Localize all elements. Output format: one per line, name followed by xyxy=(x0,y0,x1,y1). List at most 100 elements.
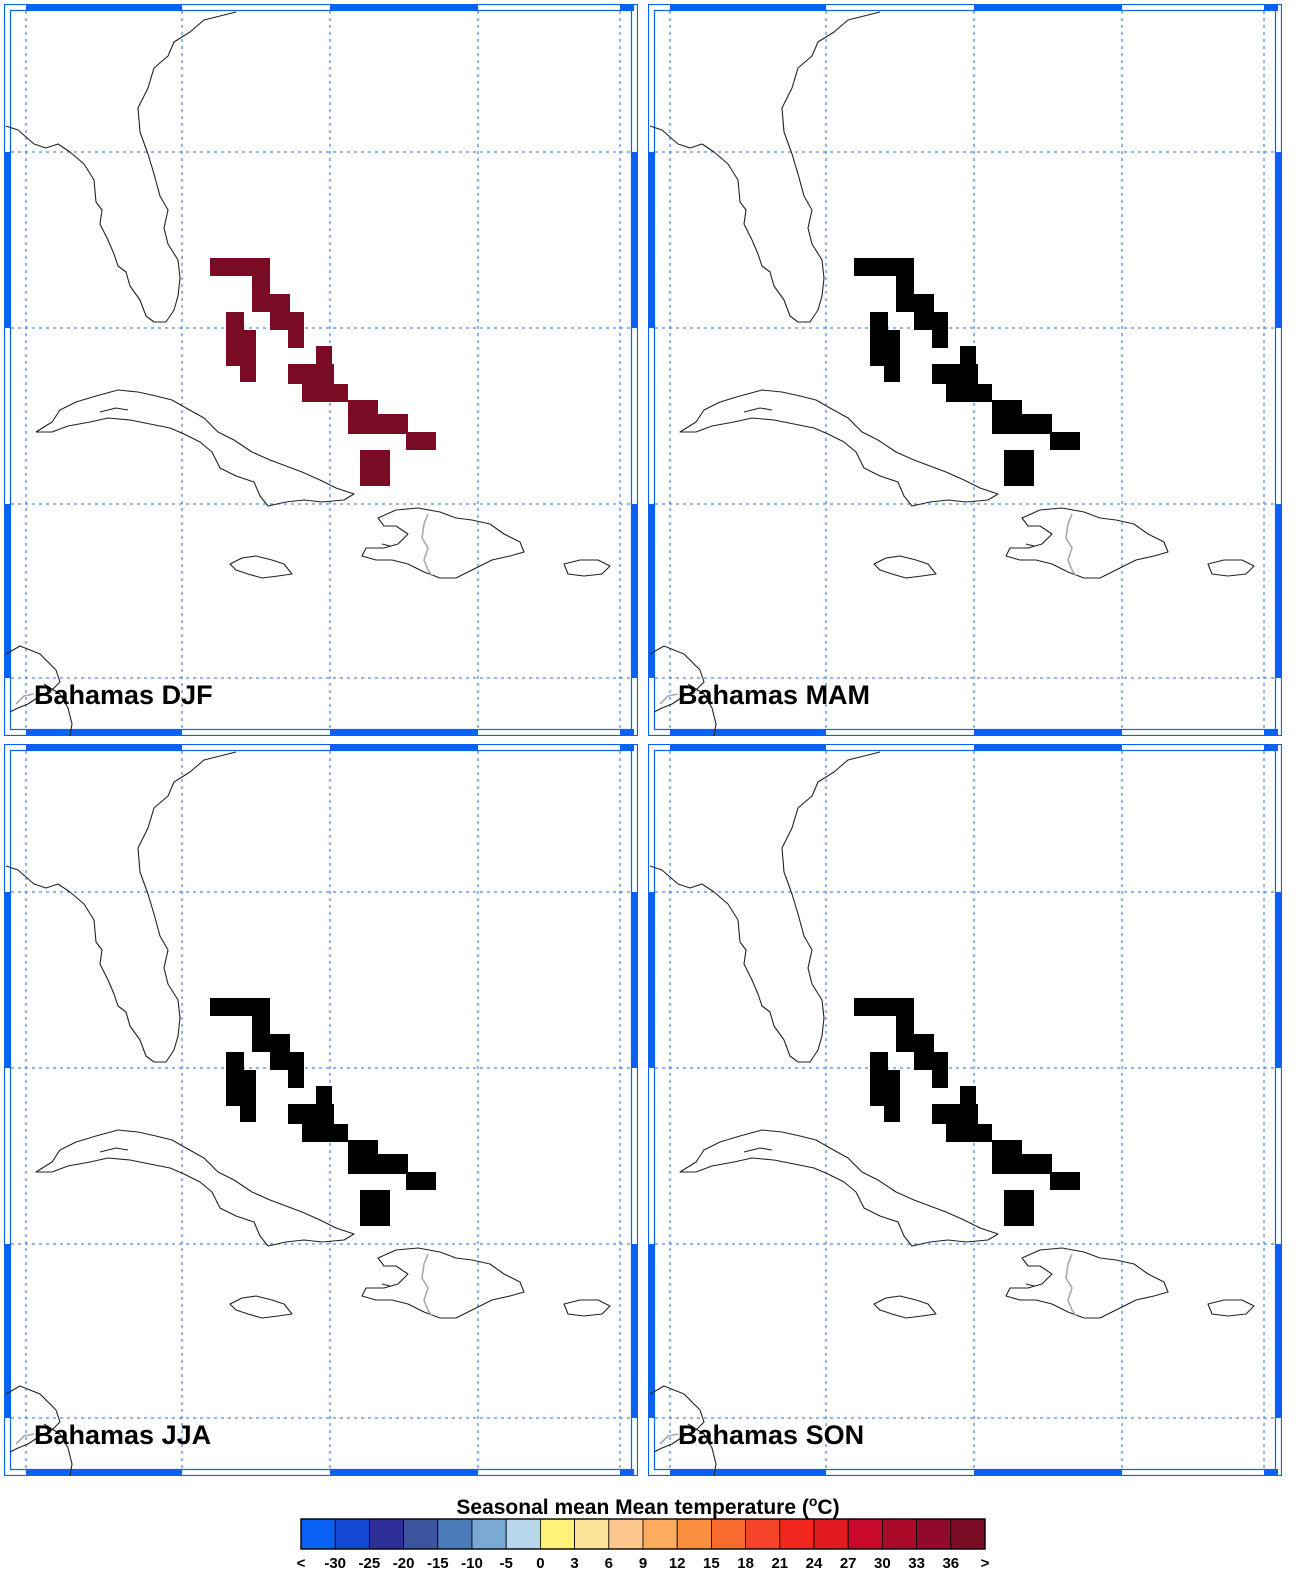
grid-cell xyxy=(226,1052,244,1106)
grid-cell xyxy=(946,384,992,402)
colorbar-swatch xyxy=(334,1518,370,1550)
colorbar-swatch xyxy=(505,1518,541,1550)
grid-cell xyxy=(252,1016,270,1052)
colorbar-swatch xyxy=(608,1518,644,1550)
grid-cell xyxy=(1020,414,1052,434)
graticule xyxy=(11,11,631,729)
colorbar-tick-label: 33 xyxy=(908,1555,925,1572)
colorbar-tick-label: -10 xyxy=(461,1555,483,1572)
grid-cell xyxy=(376,1154,408,1174)
panel-title: Bahamas JJA xyxy=(34,1420,211,1450)
panel-title: Bahamas DJF xyxy=(34,680,213,710)
colorbar-tick-label: < xyxy=(297,1555,306,1572)
graticule xyxy=(11,751,631,1469)
colorbar-tick-label: 24 xyxy=(806,1555,823,1572)
colorbar-swatch xyxy=(437,1518,473,1550)
coastlines xyxy=(649,751,1255,1476)
colorbar-tick-label: 12 xyxy=(669,1555,686,1572)
grid-cell xyxy=(348,400,378,434)
grid-cell xyxy=(252,276,270,312)
grid-cell xyxy=(946,1124,992,1142)
colorbar-swatch xyxy=(676,1518,712,1550)
colorbar-swatch xyxy=(916,1518,952,1550)
grid-cell xyxy=(1004,1190,1034,1226)
grid-cell xyxy=(348,1140,378,1174)
panel-title: Bahamas SON xyxy=(678,1420,864,1450)
coastlines xyxy=(5,751,611,1476)
grid-cell xyxy=(406,1172,436,1190)
grid-cell xyxy=(316,1086,332,1124)
grid-cell xyxy=(316,346,332,384)
grid-cell xyxy=(932,1052,948,1088)
colorbar-tick-label: 21 xyxy=(771,1555,788,1572)
grid-cell xyxy=(210,258,270,276)
grid-cell xyxy=(1004,450,1034,486)
grid-cell xyxy=(992,1140,1022,1174)
panel-title: Bahamas MAM xyxy=(678,680,870,710)
colorbar-swatch xyxy=(369,1518,405,1550)
grid-cell xyxy=(992,400,1022,434)
grid-cell xyxy=(914,1034,934,1070)
grid-cell xyxy=(360,450,390,486)
grid-cell xyxy=(1050,1172,1080,1190)
bahamas-cells xyxy=(210,258,436,486)
colorbar-tick-label: > xyxy=(981,1555,990,1572)
colorbar-swatch xyxy=(471,1518,507,1550)
colorbar-swatch xyxy=(882,1518,918,1550)
colorbar-swatch xyxy=(813,1518,849,1550)
grid-cell xyxy=(360,1190,390,1226)
grid-cell xyxy=(302,1124,348,1142)
colorbar-tick-label: 36 xyxy=(942,1555,959,1572)
grid-cell xyxy=(914,294,934,330)
map-panel: Bahamas MAM xyxy=(648,4,1282,736)
grid-cell xyxy=(302,384,348,402)
colorbar-tick-label: -20 xyxy=(393,1555,415,1572)
map-panel: Bahamas DJF xyxy=(4,4,638,736)
colorbar-tick-label: -25 xyxy=(359,1555,381,1572)
grid-cell xyxy=(270,294,290,330)
grid-cell xyxy=(884,1070,900,1122)
colorbar-swatch xyxy=(642,1518,678,1550)
grid-cell xyxy=(1050,432,1080,450)
grid-cell xyxy=(288,312,304,348)
grid-cell xyxy=(288,1052,304,1088)
colorbar-tick-label: -15 xyxy=(427,1555,449,1572)
grid-cell xyxy=(870,312,888,366)
grid-cell xyxy=(1020,1154,1052,1174)
colorbar-swatch xyxy=(745,1518,781,1550)
colorbar-swatch xyxy=(300,1518,336,1550)
grid-cell xyxy=(376,414,408,434)
colorbar-tick-label: 6 xyxy=(605,1555,613,1572)
colorbar-tick-label: 9 xyxy=(639,1555,647,1572)
grid-cell xyxy=(960,346,976,384)
colorbar: Seasonal mean Mean temperature (oC)< -30-… xyxy=(297,1493,990,1572)
grid-cell xyxy=(932,312,948,348)
grid-cell xyxy=(240,330,256,382)
grid-cell xyxy=(406,432,436,450)
colorbar-swatch xyxy=(779,1518,815,1550)
colorbar-title: Seasonal mean Mean temperature (oC) xyxy=(456,1493,839,1519)
colorbar-tick-label: 27 xyxy=(840,1555,857,1572)
graticule xyxy=(655,751,1275,1469)
bahamas-cells xyxy=(854,258,1080,486)
colorbar-tick-label: 15 xyxy=(703,1555,720,1572)
grid-cell xyxy=(960,1086,976,1124)
grid-cell xyxy=(270,1034,290,1070)
colorbar-swatch xyxy=(847,1518,883,1550)
bahamas-cells xyxy=(854,998,1080,1226)
colorbar-swatch xyxy=(710,1518,746,1550)
colorbar-tick-label: 18 xyxy=(737,1555,754,1572)
grid-cell xyxy=(896,1016,914,1052)
colorbar-tick-label: 0 xyxy=(536,1555,544,1572)
colorbar-swatch xyxy=(403,1518,439,1550)
colorbar-swatch xyxy=(950,1518,986,1550)
map-panel: Bahamas JJA xyxy=(4,744,638,1476)
map-panel: Bahamas SON xyxy=(648,744,1282,1476)
grid-cell xyxy=(226,312,244,366)
coastlines xyxy=(649,11,1255,736)
grid-cell xyxy=(896,276,914,312)
colorbar-tick-label: -5 xyxy=(500,1555,513,1572)
colorbar-swatch xyxy=(574,1518,610,1550)
colorbar-tick-label: 30 xyxy=(874,1555,891,1572)
coastlines xyxy=(5,11,611,736)
